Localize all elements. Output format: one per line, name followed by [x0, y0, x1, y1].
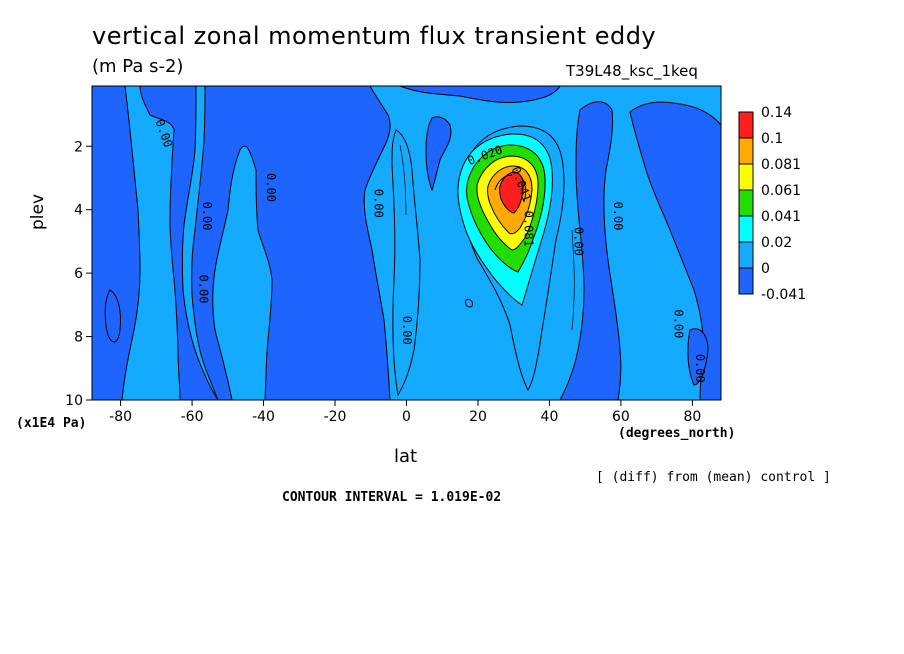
colorbar-label: 0.02	[761, 235, 792, 251]
colorbar-swatch	[738, 111, 754, 139]
colorbar-label: -0.041	[761, 287, 806, 303]
colorbar: 0.14 0.1 0.081 0.061 0.041 0.02 0 -0.041	[738, 105, 806, 303]
x-tick-label: -60	[181, 409, 204, 425]
colorbar-swatch	[738, 215, 754, 243]
negative-region-north-3	[687, 328, 709, 386]
x-tick-label: -40	[252, 409, 275, 425]
y-axis-label: plev	[28, 193, 48, 230]
chart-title: vertical zonal momentum flux transient e…	[92, 22, 657, 50]
contour-label: 0.00	[572, 227, 586, 256]
colorbar-swatch	[738, 189, 754, 217]
x-tick-label: 0	[402, 409, 411, 425]
contour-label: 0.00	[196, 275, 210, 304]
colorbar-swatch	[738, 163, 754, 191]
colorbar-swatch	[738, 267, 754, 295]
colorbar-label: 0.041	[761, 209, 801, 225]
contour-label: 0.00	[264, 173, 278, 202]
colorbar-swatch	[738, 137, 754, 165]
y-tick-label: 2	[74, 139, 83, 155]
positive-region-0.00-outline-2	[391, 129, 421, 397]
contour-label: 0.00	[400, 316, 414, 345]
y-axis-units: (x1E4 Pa)	[16, 416, 87, 431]
colorbar-label: 0	[761, 261, 770, 277]
colorbar-swatch	[738, 241, 754, 269]
contour-label: 0.00	[693, 354, 707, 383]
x-axis-units: (degrees_north)	[618, 426, 736, 441]
x-tick-label: 20	[469, 409, 487, 425]
positive-thin-contour-nh	[399, 144, 575, 331]
x-tick-label: 60	[612, 409, 630, 425]
x-axis: -80 -60 -40 -20 0 20 40 60 80	[109, 400, 701, 425]
positive-region-0.00-outline	[462, 125, 565, 392]
x-axis-label: lat	[394, 446, 418, 467]
contour-interval: CONTOUR INTERVAL = 1.019E-02	[282, 490, 502, 505]
chart-units: (m Pa s-2)	[92, 56, 184, 77]
colorbar-label: 0.1	[761, 131, 783, 147]
filled-contour-field	[91, 85, 722, 401]
contour-label: 0.00	[672, 309, 686, 338]
x-tick-label: -20	[324, 409, 347, 425]
difference-note: [ (diff) from (mean) control ]	[596, 470, 831, 485]
negative-region-south-1	[139, 85, 219, 401]
negative-region-south-3	[104, 289, 121, 343]
x-tick-label: 40	[541, 409, 559, 425]
negative-region-north-1	[559, 101, 622, 401]
y-axis: 2 4 6 8 10	[65, 139, 92, 409]
negative-region-tropics	[425, 116, 452, 192]
y-tick-label: 6	[74, 266, 83, 282]
x-tick-label: 80	[683, 409, 701, 425]
y-tick-label: 8	[74, 330, 83, 346]
contour-label: 0.00	[200, 202, 214, 231]
negative-region-top	[399, 85, 561, 103]
colorbar-label: 0.081	[761, 157, 801, 173]
positive-region-inner-contours	[494, 174, 527, 203]
negative-region-south-2	[191, 85, 391, 401]
colorbar-label: 0.14	[761, 105, 792, 121]
x-tick-label: -80	[109, 409, 132, 425]
positive-region-red	[499, 171, 524, 214]
contour-label: 0.00	[611, 202, 625, 231]
y-tick-label: 10	[65, 393, 83, 409]
negative-region-far-south	[91, 85, 141, 401]
contour-label: 0.00	[371, 189, 385, 218]
negative-region-north-2	[629, 101, 722, 401]
contour-label: 0.081	[522, 211, 536, 247]
positive-small-spot	[465, 299, 473, 308]
colorbar-label: 0.061	[761, 183, 801, 199]
y-tick-label: 4	[74, 203, 83, 219]
run-label: T39L48_ksc_1keq	[566, 62, 698, 80]
